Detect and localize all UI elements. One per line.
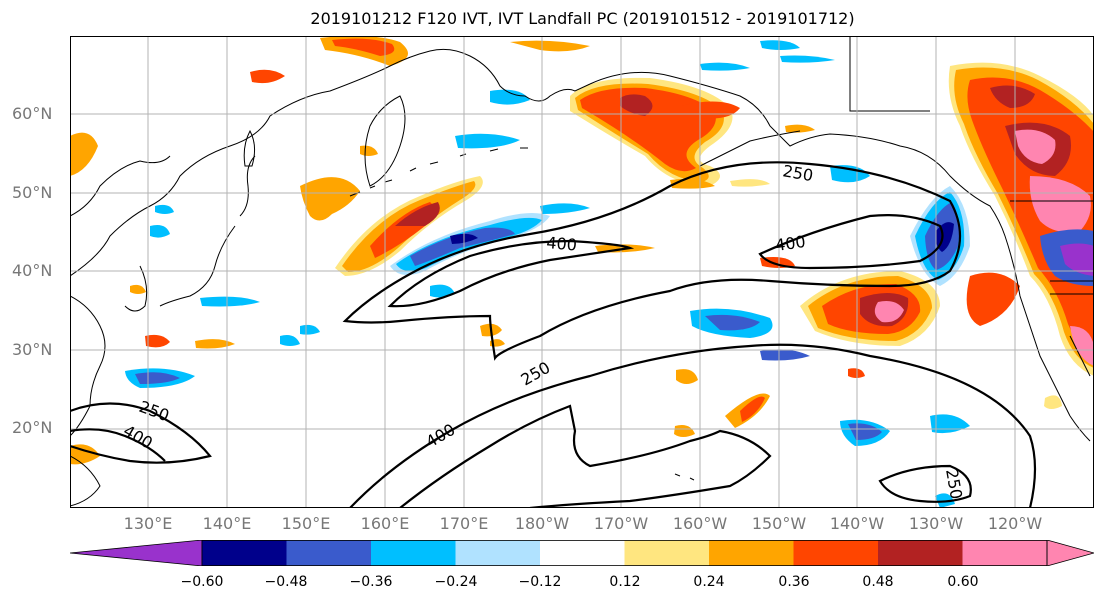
colorbar-tick: −0.36 bbox=[349, 574, 393, 590]
colorbar-segment bbox=[962, 540, 1048, 566]
lon-label-150e: 150°E bbox=[281, 514, 331, 533]
colorbar-segment bbox=[455, 540, 541, 566]
lon-label-140w: 140°W bbox=[829, 514, 885, 533]
lat-label-40n: 40°N bbox=[12, 261, 53, 280]
colorbar-tick: −0.12 bbox=[518, 574, 562, 590]
colorbar-svg bbox=[69, 539, 1096, 567]
contour-label-2: 400 bbox=[546, 233, 578, 255]
lat-label-20n: 20°N bbox=[12, 418, 53, 437]
graticule bbox=[70, 36, 1094, 508]
colorbar-segment bbox=[878, 540, 963, 566]
colorbar-tick: 0.60 bbox=[947, 574, 979, 590]
lat-label-50n: 50°N bbox=[12, 183, 53, 202]
colorbar bbox=[69, 539, 1096, 570]
colorbar-tick: −0.60 bbox=[180, 574, 224, 590]
lon-label-130e: 130°E bbox=[123, 514, 173, 533]
colorbar-extend-low bbox=[69, 539, 203, 567]
colorbar-tick: −0.48 bbox=[264, 574, 308, 590]
colorbar-segment bbox=[793, 540, 879, 566]
lat-label-30n: 30°N bbox=[12, 340, 53, 359]
colorbar-segment bbox=[371, 540, 456, 566]
map-title: 2019101212 F120 IVT, IVT Landfall PC (20… bbox=[310, 9, 855, 28]
colorbar-tick: 0.48 bbox=[862, 574, 894, 590]
ivt-contours bbox=[70, 161, 1037, 508]
lon-label-150w: 150°W bbox=[751, 514, 807, 533]
ivt-map: 250 400 400 250 400 250 400 250 bbox=[70, 36, 1094, 508]
coastlines bbox=[70, 36, 1094, 507]
colorbar-segment bbox=[709, 540, 794, 566]
colorbar-segment bbox=[202, 540, 287, 566]
colorbar-tick: −0.24 bbox=[434, 574, 478, 590]
lon-label-170w: 170°W bbox=[593, 514, 649, 533]
lon-label-130w: 130°W bbox=[908, 514, 964, 533]
map-frame bbox=[70, 36, 1094, 508]
lon-label-120w: 120°W bbox=[987, 514, 1043, 533]
colorbar-tick: 0.24 bbox=[693, 574, 725, 590]
colorbar-frame bbox=[201, 540, 1048, 566]
colorbar-segment bbox=[624, 540, 710, 566]
colorbar-extend-high bbox=[1046, 539, 1096, 567]
lon-label-140e: 140°E bbox=[202, 514, 252, 533]
colorbar-segments bbox=[69, 539, 1096, 567]
colorbar-tick: 0.36 bbox=[778, 574, 810, 590]
contour-label-3: 400 bbox=[774, 232, 807, 255]
positive-anomaly-regions bbox=[70, 36, 1094, 465]
map-panel: 250 400 400 250 400 250 400 250 bbox=[70, 36, 1094, 512]
lon-label-180w: 180°W bbox=[514, 514, 570, 533]
lon-label-160w: 160°W bbox=[672, 514, 728, 533]
lon-label-170e: 170°E bbox=[439, 514, 489, 533]
lon-label-160e: 160°E bbox=[360, 514, 410, 533]
lat-label-60n: 60°N bbox=[12, 104, 53, 123]
colorbar-segment bbox=[540, 540, 625, 566]
colorbar-tick: 0.12 bbox=[609, 574, 641, 590]
colorbar-segment bbox=[286, 540, 372, 566]
